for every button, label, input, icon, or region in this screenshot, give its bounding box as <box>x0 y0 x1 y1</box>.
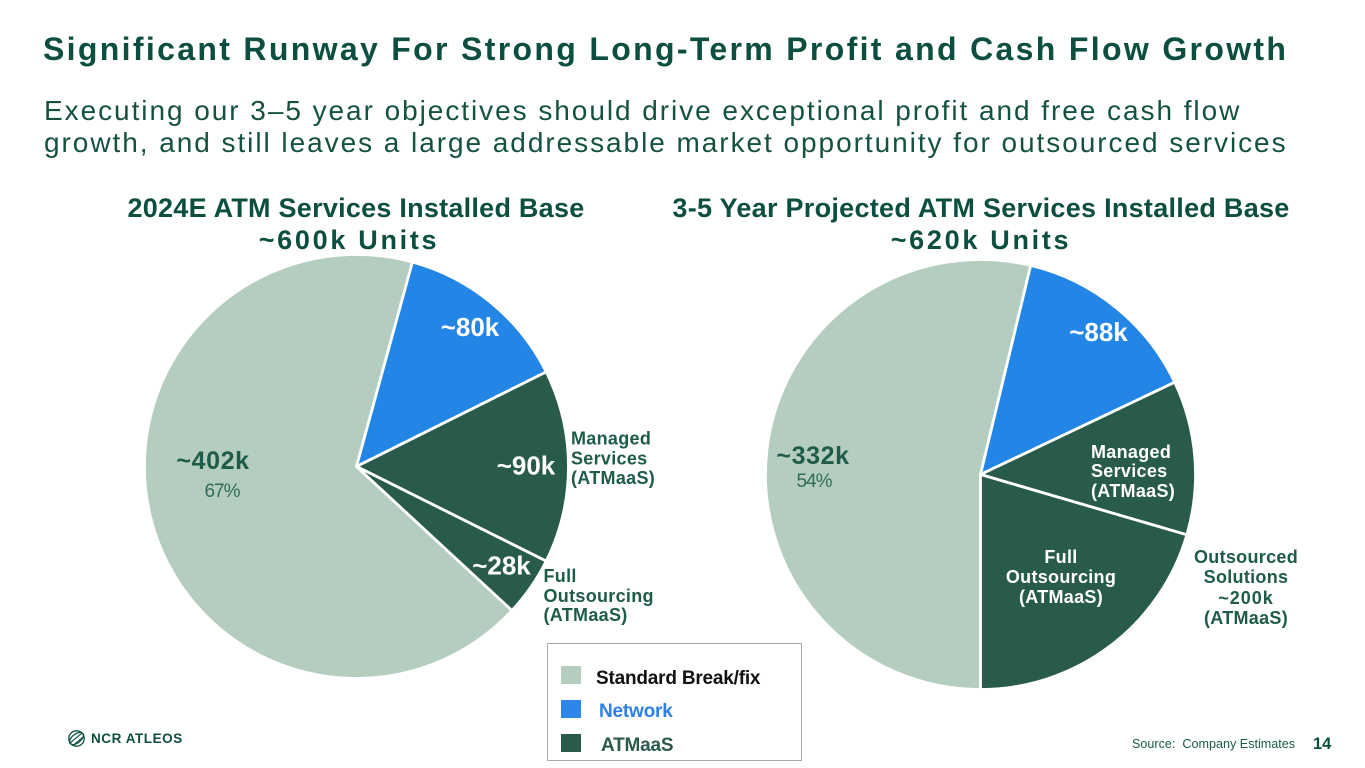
svg-text:(ATMaaS): (ATMaaS) <box>1019 587 1103 607</box>
svg-text:Services: Services <box>571 449 647 469</box>
svg-text:67%: 67% <box>204 481 240 502</box>
svg-text:(ATMaaS): (ATMaaS) <box>1204 608 1288 628</box>
svg-text:Outsourced: Outsourced <box>1194 547 1298 567</box>
svg-text:Solutions: Solutions <box>1204 567 1289 587</box>
svg-text:~200k: ~200k <box>1218 588 1274 608</box>
svg-text:~402k: ~402k <box>176 447 249 475</box>
svg-text:Managed: Managed <box>571 429 651 449</box>
svg-text:(ATMaaS): (ATMaaS) <box>544 605 628 625</box>
svg-text:Services: Services <box>1091 461 1167 481</box>
svg-text:~80k: ~80k <box>441 312 500 342</box>
svg-text:~88k: ~88k <box>1069 317 1128 347</box>
svg-text:Outsourcing: Outsourcing <box>1006 567 1116 587</box>
svg-text:Full: Full <box>544 566 577 586</box>
svg-text:Managed: Managed <box>1091 442 1171 462</box>
svg-text:54%: 54% <box>796 471 832 492</box>
svg-text:~90k: ~90k <box>497 451 556 481</box>
svg-text:Outsourcing: Outsourcing <box>544 586 654 606</box>
svg-text:~332k: ~332k <box>776 442 849 470</box>
svg-text:(ATMaaS): (ATMaaS) <box>571 468 655 488</box>
svg-text:(ATMaaS): (ATMaaS) <box>1091 481 1175 501</box>
svg-text:Full: Full <box>1044 547 1077 567</box>
svg-text:~28k: ~28k <box>472 551 531 581</box>
